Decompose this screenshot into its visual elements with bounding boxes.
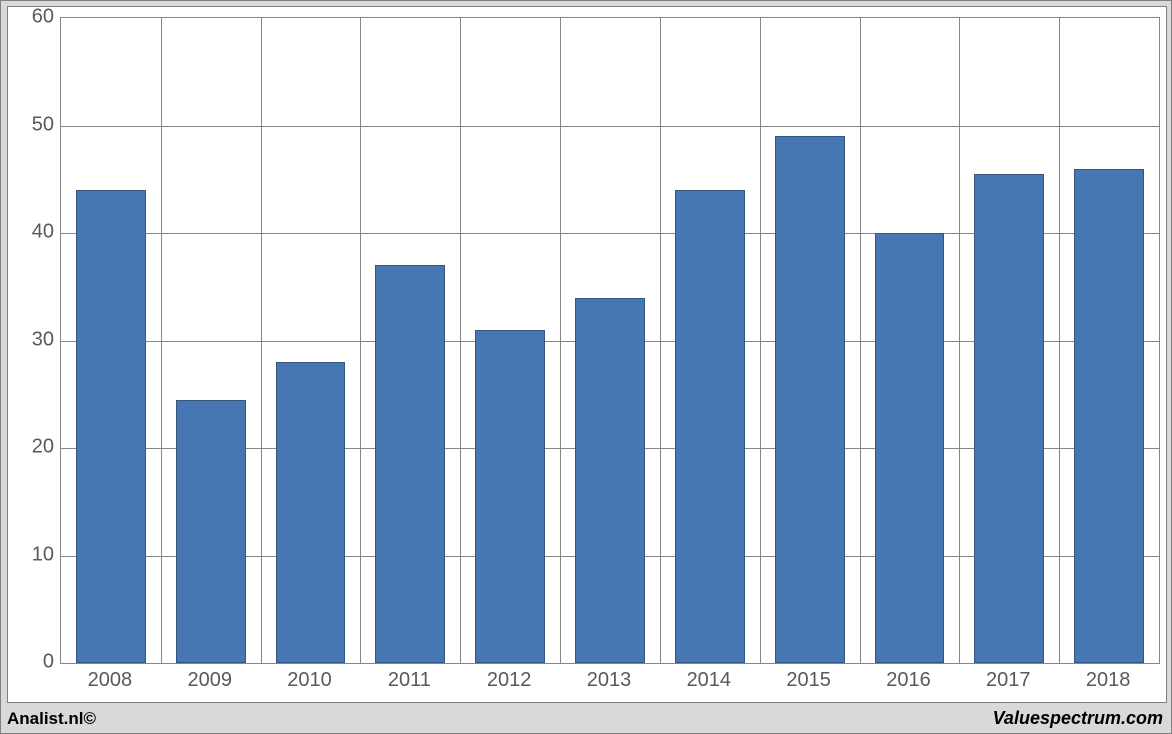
x-tick-label: 2012 bbox=[459, 669, 559, 692]
bar bbox=[575, 298, 645, 664]
grid-line-v bbox=[161, 18, 162, 663]
grid-line-v bbox=[860, 18, 861, 663]
x-tick-label: 2017 bbox=[958, 669, 1058, 692]
x-tick-label: 2010 bbox=[260, 669, 360, 692]
grid-line-v bbox=[959, 18, 960, 663]
grid-line-v bbox=[360, 18, 361, 663]
bar bbox=[1074, 169, 1144, 664]
x-tick-label: 2018 bbox=[1058, 669, 1158, 692]
y-tick-label: 30 bbox=[14, 328, 54, 351]
y-tick-label: 60 bbox=[14, 6, 54, 29]
bar bbox=[176, 400, 246, 663]
bar bbox=[675, 190, 745, 663]
footer-right-text: Valuespectrum.com bbox=[993, 708, 1163, 729]
y-tick-label: 40 bbox=[14, 221, 54, 244]
grid-line-v bbox=[660, 18, 661, 663]
y-tick-label: 10 bbox=[14, 543, 54, 566]
y-tick-label: 20 bbox=[14, 436, 54, 459]
bar bbox=[475, 330, 545, 663]
bar bbox=[76, 190, 146, 663]
footer-left-text: Analist.nl© bbox=[7, 709, 96, 729]
x-tick-label: 2013 bbox=[559, 669, 659, 692]
x-tick-label: 2014 bbox=[659, 669, 759, 692]
x-tick-label: 2008 bbox=[60, 669, 160, 692]
grid-line-v bbox=[261, 18, 262, 663]
chart-container: 0102030405060 20082009201020112012201320… bbox=[0, 0, 1172, 734]
y-tick-label: 50 bbox=[14, 113, 54, 136]
bar bbox=[375, 265, 445, 663]
bar bbox=[276, 362, 346, 663]
x-tick-label: 2015 bbox=[759, 669, 859, 692]
bar bbox=[875, 233, 945, 663]
y-tick-label: 0 bbox=[14, 651, 54, 674]
x-tick-label: 2009 bbox=[160, 669, 260, 692]
grid-line-v bbox=[1059, 18, 1060, 663]
grid-line-v bbox=[460, 18, 461, 663]
x-tick-label: 2011 bbox=[359, 669, 459, 692]
grid-line-v bbox=[760, 18, 761, 663]
plot-frame: 0102030405060 20082009201020112012201320… bbox=[7, 6, 1167, 703]
grid-line-v bbox=[560, 18, 561, 663]
bar bbox=[775, 136, 845, 663]
bar bbox=[974, 174, 1044, 663]
x-tick-label: 2016 bbox=[858, 669, 958, 692]
grid-line-h bbox=[61, 126, 1159, 127]
plot-area bbox=[60, 17, 1160, 664]
